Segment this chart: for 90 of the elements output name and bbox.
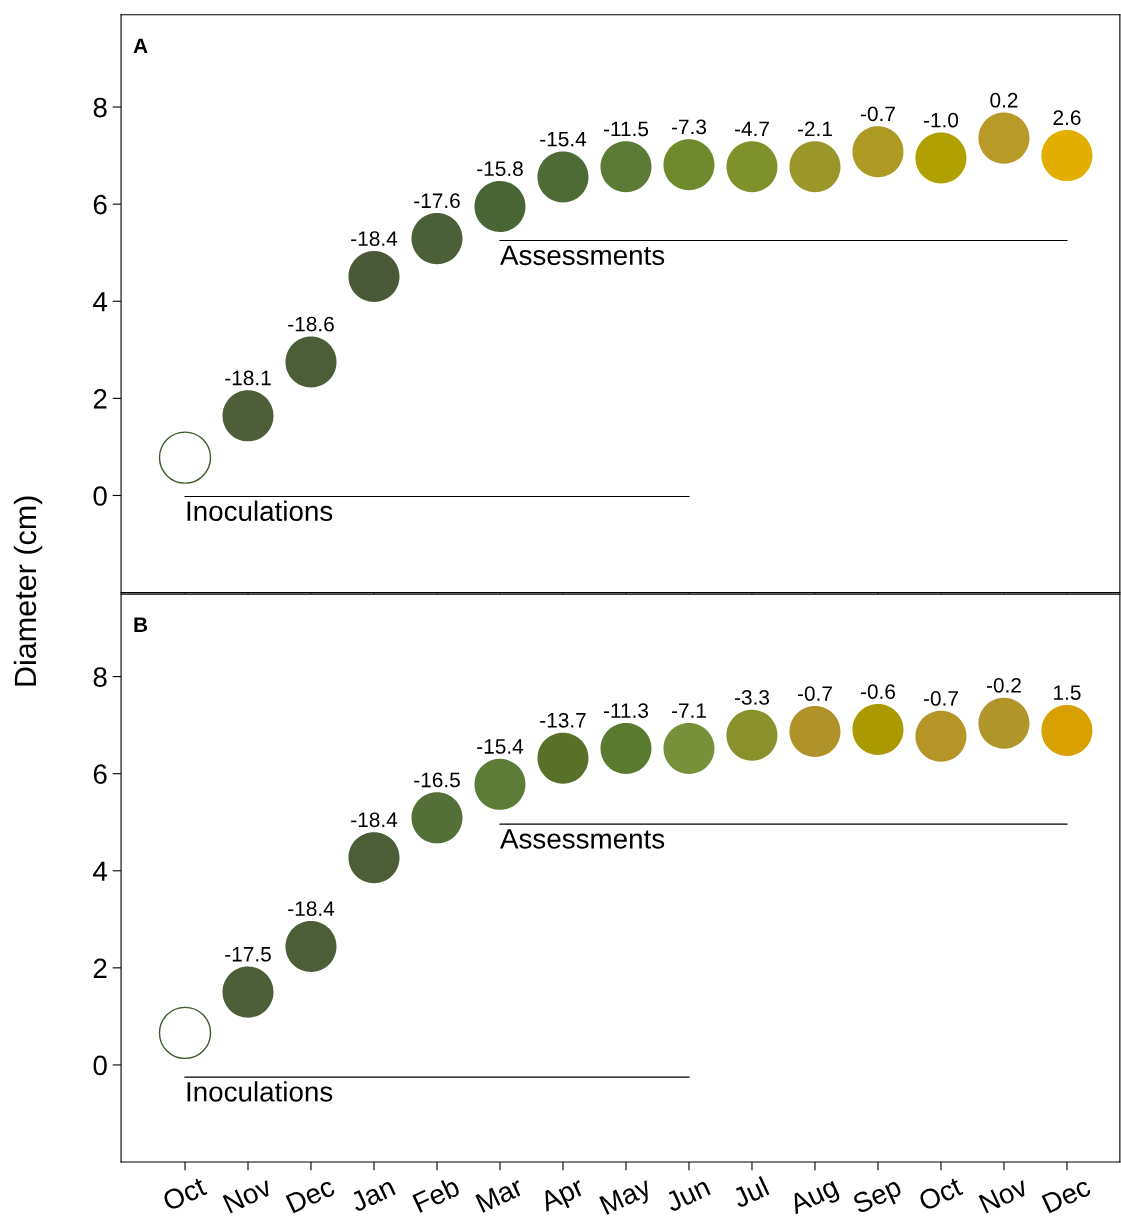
- point: [411, 213, 463, 265]
- point: [222, 390, 274, 442]
- x-tick-label: Jan: [349, 1176, 396, 1213]
- annotation: -0.2: [986, 677, 1021, 693]
- point: [537, 151, 589, 203]
- annotation: -18.4: [351, 812, 398, 828]
- point: [158, 431, 212, 484]
- point: [789, 141, 841, 193]
- y-tick-label: 0: [93, 486, 107, 506]
- x-tick-label: May: [599, 1176, 656, 1220]
- y-tick-label: 2: [93, 958, 107, 978]
- y-tick-label: 4: [93, 861, 108, 881]
- x-tick-label: Oct: [161, 1175, 208, 1212]
- annotation: B: [134, 617, 148, 632]
- annotation: -15.4: [477, 739, 524, 754]
- x-tick-label: Jun: [664, 1176, 711, 1213]
- annotation: -7.3: [671, 119, 707, 135]
- x-tick-label: Dec: [1041, 1176, 1092, 1214]
- x-tick-label: Apr: [538, 1176, 588, 1217]
- y-tick-label: 6: [93, 194, 107, 215]
- annotation: -15.8: [477, 161, 523, 177]
- y-tick-label: 8: [93, 97, 107, 118]
- annotation: -0.7: [797, 686, 832, 701]
- annotation: -4.7: [734, 121, 769, 137]
- annotation: -7.1: [671, 703, 706, 718]
- annotation: -2.1: [797, 121, 832, 137]
- point: [852, 126, 904, 178]
- x-tick-label: Feb: [411, 1175, 461, 1213]
- annotation: -18.4: [351, 231, 398, 246]
- annotation: -17.5: [225, 947, 271, 962]
- annotation: -15.4: [540, 131, 587, 147]
- point: [600, 722, 652, 774]
- point: [789, 705, 841, 757]
- annotation: A: [133, 38, 148, 53]
- point: [285, 920, 337, 973]
- point: [1041, 704, 1093, 756]
- y-tick-label: 2: [93, 389, 107, 409]
- point: [600, 141, 652, 193]
- annotation: -13.7: [540, 712, 586, 728]
- annotation: -18.1: [225, 370, 271, 386]
- annotation: -17.6: [414, 193, 460, 209]
- point: [726, 709, 778, 761]
- x-tick-label: Jul: [730, 1176, 770, 1209]
- point: [222, 966, 274, 1018]
- point: [915, 710, 967, 762]
- point: [915, 132, 967, 184]
- point: [537, 732, 589, 784]
- x-tick-label: Nov: [978, 1176, 1030, 1214]
- annotation: -0.7: [860, 106, 895, 122]
- point: [978, 697, 1030, 749]
- x-tick-label: Oct: [917, 1175, 964, 1212]
- point: [474, 181, 526, 233]
- annotation: Inoculations: [187, 500, 333, 522]
- y-tick-label: 4: [93, 292, 108, 312]
- annotation: -18.4: [288, 901, 335, 916]
- y-tick-label: 0: [93, 1055, 107, 1076]
- point: [158, 1006, 212, 1060]
- y-tick-label: 8: [93, 667, 107, 687]
- annotation: -11.3: [603, 703, 649, 718]
- point: [1041, 130, 1093, 182]
- annotation: Assessments: [500, 829, 665, 849]
- annotation: -3.3: [734, 690, 770, 705]
- annotation: -1.0: [923, 112, 959, 128]
- point: [411, 792, 463, 844]
- annotation: -11.5: [603, 121, 649, 137]
- x-tick-label: Sep: [851, 1176, 905, 1220]
- point: [726, 141, 778, 193]
- y-axis-title: Diameter (cm): [13, 496, 43, 686]
- point: [348, 250, 400, 303]
- x-tick-label: Dec: [285, 1176, 336, 1214]
- x-tick-label: Aug: [787, 1176, 842, 1220]
- point: [348, 832, 400, 884]
- point: [852, 703, 904, 756]
- annotation: 2.6: [1053, 110, 1081, 126]
- point: [663, 139, 715, 191]
- annotation: 0.2: [990, 92, 1018, 108]
- y-tick-label: 6: [93, 764, 107, 785]
- annotation: -0.7: [923, 691, 958, 706]
- point: [978, 112, 1030, 164]
- x-tick-label: Nov: [222, 1176, 274, 1214]
- x-tick-label: Mar: [475, 1176, 525, 1213]
- point: [285, 336, 337, 388]
- annotation: Inoculations: [187, 1081, 333, 1102]
- point: [474, 758, 526, 810]
- annotation: Assessments: [500, 245, 665, 266]
- annotation: -18.6: [288, 316, 334, 332]
- annotation: -16.5: [414, 772, 460, 788]
- annotation: 1.5: [1054, 685, 1081, 700]
- point: [663, 722, 715, 774]
- annotation: -0.6: [860, 684, 896, 699]
